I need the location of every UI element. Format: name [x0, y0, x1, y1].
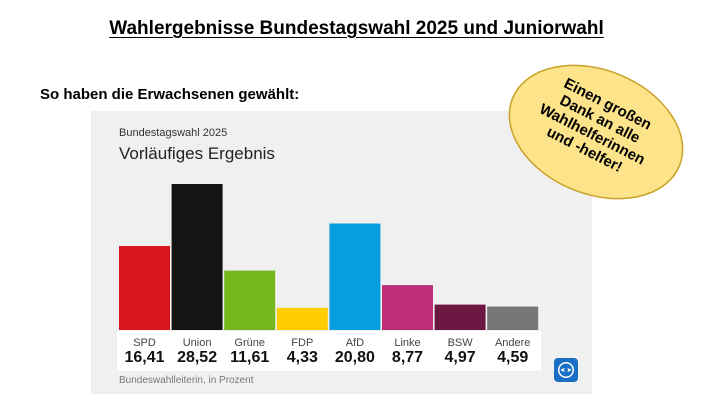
bar-plot	[119, 184, 539, 330]
bar-spd	[119, 246, 170, 330]
page-title: Wahlergebnisse Bundestagswahl 2025 und J…	[109, 18, 604, 39]
category-label: Grüne	[234, 337, 265, 349]
value-label: 8,77	[391, 349, 424, 366]
bar-bsw	[434, 304, 486, 330]
tagesschau-icon	[554, 358, 578, 382]
category-label: BSW	[447, 337, 473, 349]
bar-linke	[382, 285, 433, 330]
category-label: SPD	[133, 337, 156, 349]
category-label: Union	[182, 337, 212, 349]
chart-source: Bundeswahlleiterin, in Prozent	[119, 375, 254, 386]
category-label: FDP	[291, 337, 314, 349]
value-label: 16,41	[124, 349, 165, 366]
chart-kicker: Bundestagswahl 2025	[119, 127, 228, 139]
bar-fdp	[276, 307, 328, 330]
bar-andere	[487, 306, 539, 330]
label-panel	[117, 331, 541, 371]
value-label: 4,33	[286, 349, 318, 366]
chart-title: Vorläufiges Ergebnis	[119, 144, 275, 163]
value-label: 4,97	[444, 349, 476, 366]
bar-union	[171, 184, 223, 330]
election-chart: Bundestagswahl 2025 Vorläufiges Ergebnis…	[91, 111, 592, 394]
value-label: 4,59	[497, 349, 529, 366]
category-label: Andere	[494, 337, 531, 349]
value-label: 11,61	[230, 349, 270, 366]
category-label: AfD	[345, 337, 365, 349]
value-label: 20,80	[334, 349, 375, 366]
subheading: So haben die Erwachsenen gewählt:	[40, 86, 300, 103]
bar-afd	[329, 223, 381, 330]
category-label: Linke	[394, 337, 421, 349]
bar-grüne	[224, 270, 276, 330]
value-label: 28,52	[177, 349, 218, 366]
thanks-bubble: Einen großen Dank an alle Wahlhelferinne…	[500, 63, 692, 202]
